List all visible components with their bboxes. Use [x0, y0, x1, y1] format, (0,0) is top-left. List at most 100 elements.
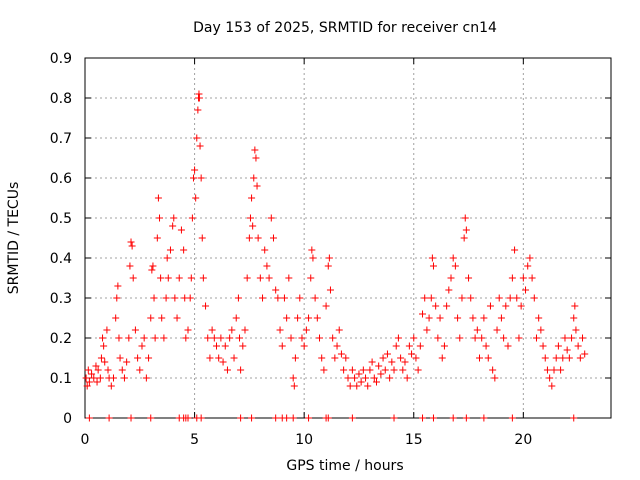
y-tick-label: 0.2: [50, 331, 72, 347]
data-point: [199, 274, 207, 282]
data-point: [259, 294, 267, 302]
data-point: [83, 382, 91, 390]
data-point: [210, 334, 218, 342]
data-point: [248, 194, 256, 202]
data-point: [342, 354, 350, 362]
data-point: [104, 366, 112, 374]
data-point: [82, 374, 90, 382]
x-tick-labels: 0 5 10 15 20: [81, 432, 533, 448]
data-point: [113, 294, 121, 302]
data-point: [460, 234, 468, 242]
data-point: [202, 302, 210, 310]
data-point: [278, 342, 286, 350]
data-point: [134, 354, 142, 362]
data-point: [397, 354, 405, 362]
y-tick-label: 0.4: [50, 251, 72, 267]
data-point: [90, 374, 98, 382]
data-point: [294, 314, 302, 322]
data-point: [296, 294, 304, 302]
data-point: [394, 334, 402, 342]
data-point: [388, 358, 396, 366]
data-point: [194, 106, 202, 114]
data-point: [126, 262, 134, 270]
data-point: [362, 374, 370, 382]
data-point: [115, 334, 123, 342]
data-point: [511, 246, 519, 254]
data-point: [166, 246, 174, 254]
y-tick-label: 0: [63, 411, 72, 427]
data-point: [401, 358, 409, 366]
data-point: [351, 374, 359, 382]
data-point: [96, 374, 104, 382]
data-point: [184, 414, 192, 422]
data-point: [196, 142, 204, 150]
data-point: [368, 358, 376, 366]
data-point: [160, 334, 168, 342]
data-point: [386, 374, 394, 382]
data-point: [219, 358, 227, 366]
data-point: [322, 302, 330, 310]
data-point: [97, 354, 105, 362]
data-point: [313, 314, 321, 322]
data-point: [84, 366, 92, 374]
data-point: [421, 294, 429, 302]
x-axis-label: GPS time / hours: [286, 458, 403, 474]
data-point: [532, 334, 540, 342]
x-tick-label: 0: [81, 432, 90, 448]
data-point: [508, 414, 516, 422]
y-tick-label: 0.6: [50, 171, 72, 187]
data-point: [563, 346, 571, 354]
data-point: [484, 354, 492, 362]
data-point: [348, 414, 356, 422]
data-point: [357, 378, 365, 386]
data-point: [337, 350, 345, 358]
data-point: [572, 326, 580, 334]
data-point: [128, 242, 136, 250]
data-point: [478, 334, 486, 342]
data-point: [353, 382, 361, 390]
data-point: [195, 94, 203, 102]
data-point: [462, 414, 470, 422]
data-point: [419, 414, 427, 422]
data-point: [456, 334, 464, 342]
data-point: [316, 334, 324, 342]
data-point: [364, 382, 372, 390]
data-point: [449, 254, 457, 262]
data-point: [289, 374, 297, 382]
data-point: [454, 314, 462, 322]
data-point: [524, 262, 532, 270]
data-point: [136, 366, 144, 374]
data-point: [526, 254, 534, 262]
data-point: [175, 274, 183, 282]
data-point: [476, 354, 483, 362]
data-point: [425, 314, 433, 322]
data-point: [423, 326, 431, 334]
data-point: [311, 294, 319, 302]
data-point: [528, 274, 536, 282]
data-point: [370, 374, 378, 382]
data-point: [340, 366, 348, 374]
data-points: [82, 90, 589, 422]
data-point: [302, 326, 310, 334]
data-point: [153, 234, 161, 242]
x-tick-label: 5: [190, 432, 199, 448]
data-point: [381, 366, 389, 374]
data-point: [443, 302, 451, 310]
data-point: [438, 354, 446, 362]
data-point: [428, 254, 436, 262]
data-point: [495, 294, 503, 302]
data-point: [189, 174, 197, 182]
data-point: [99, 334, 107, 342]
data-point: [458, 294, 466, 302]
data-point: [480, 314, 488, 322]
data-point: [197, 174, 205, 182]
data-point: [182, 334, 190, 342]
data-point: [576, 354, 584, 362]
data-point: [103, 326, 111, 334]
data-point: [145, 354, 153, 362]
data-point: [276, 326, 284, 334]
data-point: [251, 146, 259, 154]
data-point: [191, 166, 199, 174]
data-point: [329, 334, 337, 342]
data-point: [187, 274, 195, 282]
